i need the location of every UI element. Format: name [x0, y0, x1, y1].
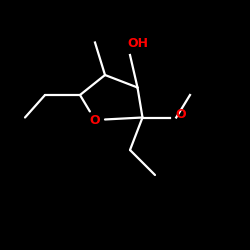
- Text: O: O: [90, 114, 100, 126]
- Text: O: O: [175, 108, 186, 122]
- Text: OH: OH: [127, 37, 148, 50]
